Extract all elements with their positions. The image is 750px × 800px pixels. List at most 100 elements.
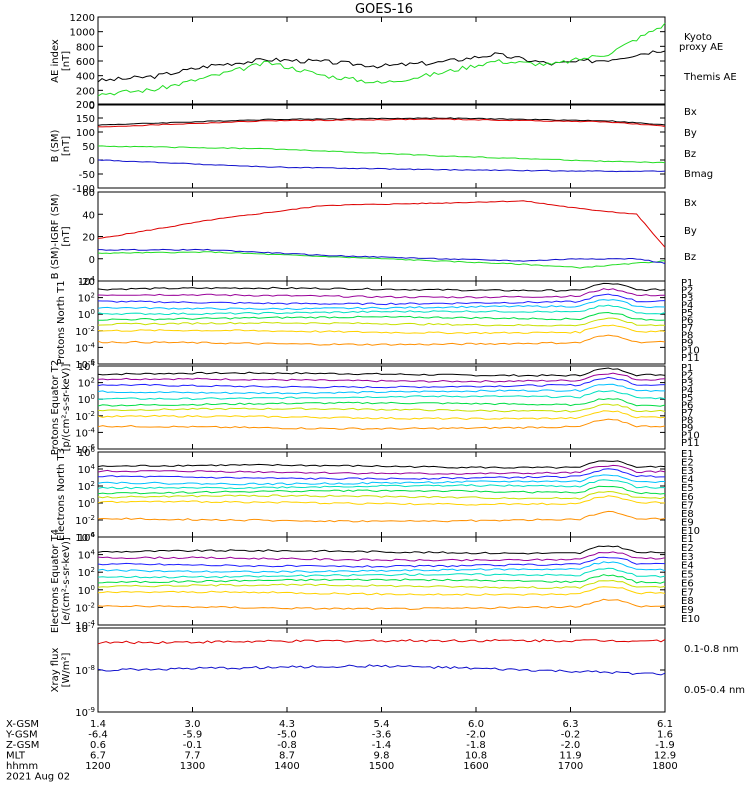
row-value: 1400 — [274, 761, 299, 772]
row-value: -1.9 — [655, 740, 675, 751]
panel-frame-1 — [97, 16, 666, 106]
y-tick-label: 100 — [78, 497, 95, 510]
row-value: -0.1 — [183, 740, 203, 751]
row-label-x-gsm: X-GSM — [6, 719, 39, 730]
legend-e1: E1 — [681, 534, 694, 545]
y-axis-unit: [nT] — [61, 136, 72, 156]
legend-p11: P11 — [681, 353, 700, 364]
legend-p3: P3 — [681, 378, 693, 389]
y-axis-unit: [p/(cm²-s-sr-keV)] — [61, 364, 72, 452]
legend-short-channel: 0.05-0.4 nm — [684, 685, 745, 696]
legend-p5: P5 — [681, 393, 693, 404]
y-tick-label: 10-4 — [75, 426, 95, 439]
y-tick-label: 10-8 — [75, 664, 95, 677]
legend-p4: P4 — [681, 301, 693, 312]
y-tick-exponent: 0 — [91, 308, 95, 316]
y-tick-label: 10-2 — [75, 410, 95, 423]
row-value: -0.8 — [277, 740, 297, 751]
flux-channel-line — [97, 468, 665, 480]
y-tick-label: 1200 — [70, 13, 95, 24]
y-tick-label: 102 — [78, 292, 95, 305]
y-tick-exponent: -4 — [88, 341, 96, 349]
row-value: 0.6 — [90, 740, 106, 751]
legend-p7: P7 — [681, 408, 693, 419]
y-tick-exponent: 0 — [91, 393, 95, 401]
row-value: 3.0 — [185, 719, 201, 730]
row-value: 1800 — [652, 761, 677, 772]
flux-channel-line — [97, 510, 666, 523]
legend-e7: E7 — [681, 587, 694, 598]
flux-channel-line — [97, 367, 666, 377]
y-axis-unit: [nT] — [61, 51, 72, 71]
y-tick-label: 100 — [76, 128, 95, 139]
y-axis-unit: [nT] — [61, 226, 72, 246]
row-label-hhmm: hhmm — [6, 761, 38, 772]
panel-frame-5 — [97, 365, 666, 450]
y-axis-unit: [e/(cm²-s-sr-keV)] — [61, 537, 72, 625]
y-tick-exponent: 2 — [91, 480, 95, 488]
y-tick-exponent: 6 — [91, 531, 96, 539]
flux-channel-line — [97, 460, 666, 469]
row-value: -0.2 — [561, 730, 581, 741]
flux-channel-line — [97, 598, 666, 611]
legend-p3: P3 — [681, 293, 693, 304]
row-value: 6.7 — [90, 751, 106, 762]
legend-e7: E7 — [681, 500, 694, 511]
y-tick-exponent: -7 — [88, 622, 95, 630]
legend-long-channel: 0.1-0.8 nm — [684, 644, 739, 655]
legend-e8: E8 — [681, 509, 694, 520]
y-tick-exponent: 6 — [91, 446, 96, 454]
row-value: 1700 — [558, 761, 583, 772]
row-value: -2.0 — [561, 740, 581, 751]
flux-channel-line — [97, 561, 666, 574]
y-tick-exponent: -6 — [88, 358, 96, 366]
row-value: 1.6 — [657, 730, 673, 741]
legend-by: By — [684, 128, 697, 139]
legend-p1: P1 — [681, 363, 693, 374]
row-value: -6.4 — [88, 730, 108, 741]
y-axis-label: AE index[nT] — [50, 39, 72, 83]
y-axis-label: Protons Equator T2[p/(cm²-s-sr-keV)] — [50, 360, 72, 456]
row-value: 11.9 — [559, 751, 581, 762]
row-value: -1.4 — [372, 740, 392, 751]
y-axis-label: Protons North T1 — [56, 280, 67, 364]
y-tick-label: 200 — [76, 100, 95, 111]
flux-channel-line — [97, 418, 666, 431]
legend-themis-ae: Themis AE — [683, 72, 737, 83]
flux-channel-line — [97, 317, 666, 327]
row-value: 1500 — [369, 761, 394, 772]
row-value: 1200 — [85, 761, 110, 772]
legend-bx: Bx — [684, 107, 697, 118]
series-line-kyoto-proxy-ae — [97, 22, 666, 97]
y-tick-exponent: -4 — [88, 531, 96, 539]
y-tick-exponent: -8 — [88, 664, 95, 672]
row-value: 6.0 — [468, 719, 484, 730]
legend-e5: E5 — [681, 570, 694, 581]
row-value: 8.7 — [279, 751, 295, 762]
bottom-axis-table: X-GSM 1.4 3.0 4.3 5.4 6.0 6.3 6.1Y-GSM -6.4 -5.9-… — [5, 719, 678, 783]
legend-e1: E1 — [681, 449, 694, 460]
row-value: 4.3 — [279, 719, 295, 730]
legend-e9: E9 — [681, 517, 694, 528]
flux-channel-line — [97, 398, 666, 407]
flux-channel-line — [97, 586, 666, 596]
row-value: 6.1 — [657, 719, 673, 730]
legend-p9: P9 — [681, 423, 693, 434]
flux-channel-line — [97, 485, 666, 495]
legend-e3: E3 — [681, 552, 694, 563]
series-line-bz — [97, 118, 666, 128]
legend-p7: P7 — [681, 323, 693, 334]
legend-e6: E6 — [681, 578, 694, 589]
legend-e2: E2 — [681, 543, 694, 554]
y-tick-label: 1000 — [70, 28, 95, 39]
row-label-z-gsm: Z-GSM — [6, 740, 39, 751]
y-tick-label: 10-4 — [75, 341, 95, 354]
y-tick-label: 10-7 — [75, 622, 95, 635]
series-line-by — [97, 251, 666, 269]
y-tick-label: 400 — [76, 72, 95, 83]
y-tick-label: 10-2 — [75, 514, 95, 527]
y-tick-exponent: -2 — [88, 514, 95, 522]
series-line-bz — [97, 200, 666, 248]
y-tick-label: 150 — [76, 114, 95, 125]
